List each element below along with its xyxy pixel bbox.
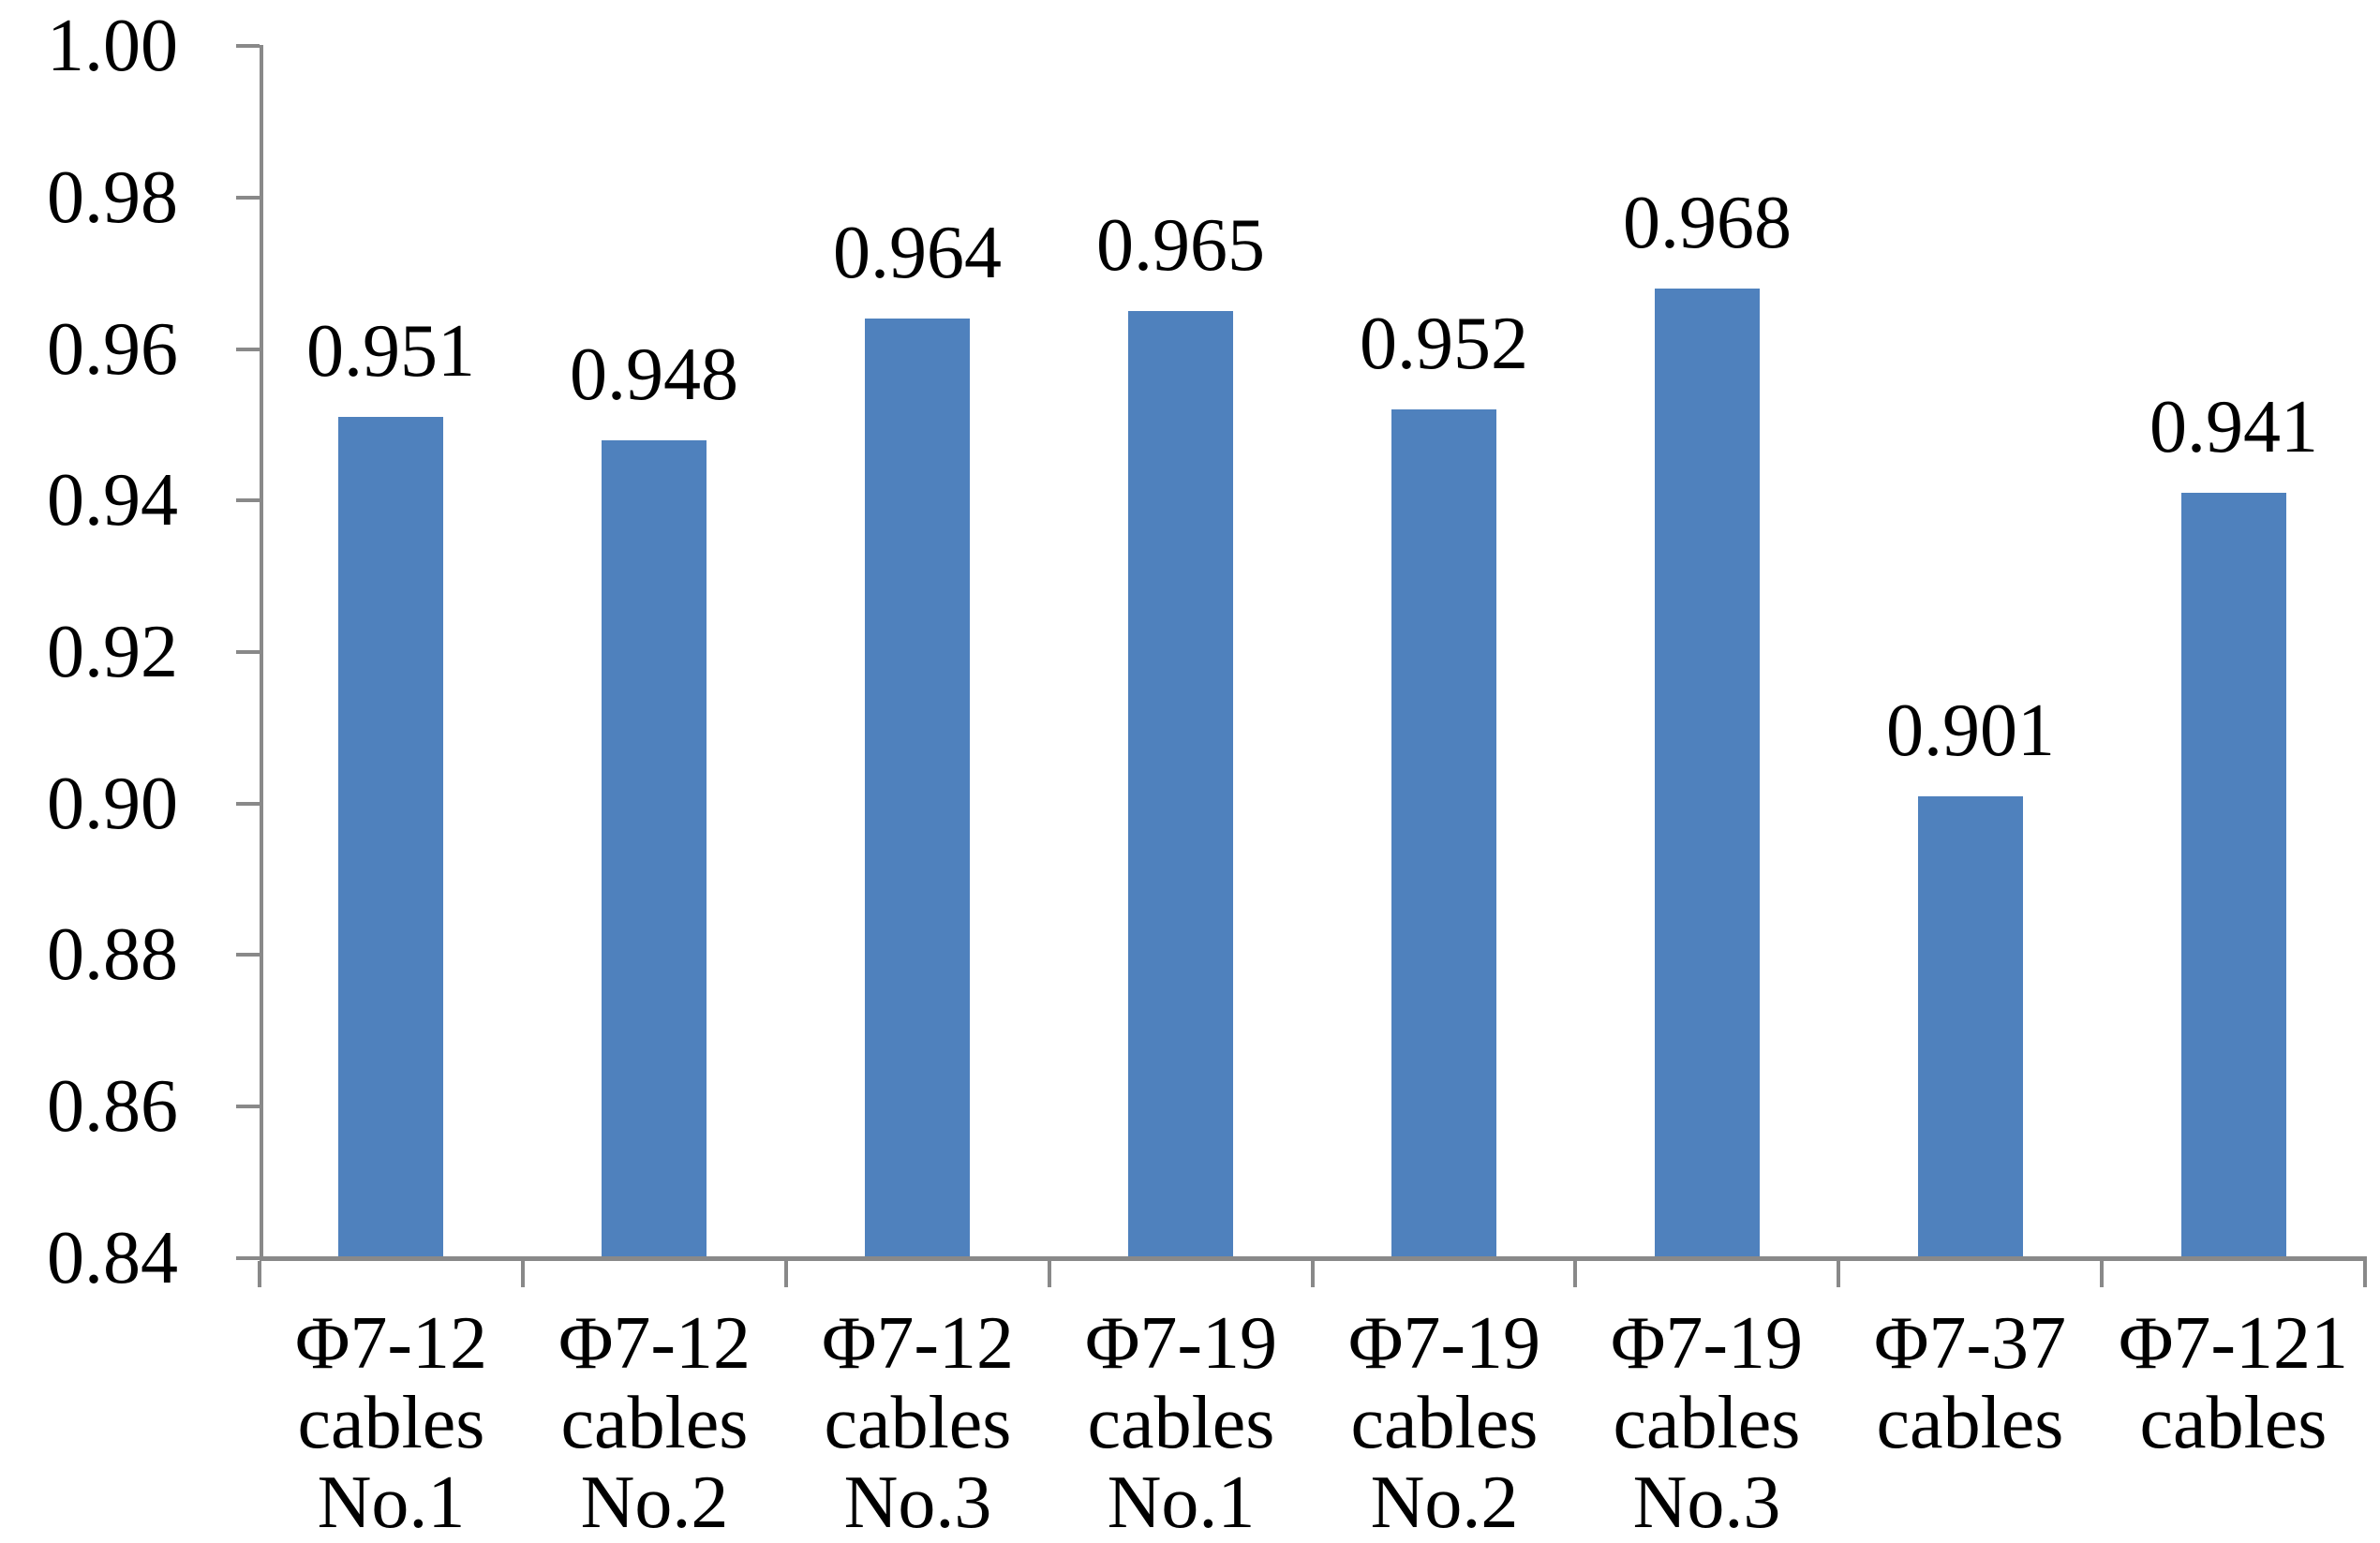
- x-axis-category-label-line: cables: [1613, 1382, 1801, 1464]
- x-axis-category-label: Φ7-19 cables No.1: [1040, 1304, 1322, 1543]
- x-axis-tick: [784, 1261, 788, 1287]
- y-axis-tick-label: 0.92: [47, 611, 178, 693]
- bar: [602, 440, 707, 1260]
- y-axis-tick-label: 0.94: [47, 459, 178, 542]
- x-axis-category-label-line: Φ7-19: [1084, 1302, 1278, 1385]
- y-axis-tick: [236, 953, 260, 957]
- y-axis-tick-label: 0.90: [47, 763, 178, 845]
- y-axis-tick: [236, 1256, 260, 1260]
- bar: [1655, 289, 1760, 1260]
- x-axis-category-label-line: Φ7-12: [294, 1302, 488, 1385]
- x-axis-category-label-line: cables: [824, 1382, 1012, 1464]
- x-axis-category-label-line: Φ7-121: [2118, 1302, 2349, 1385]
- bar-value-label: 0.948: [570, 334, 738, 416]
- y-axis-tick-label: 0.96: [47, 308, 178, 391]
- x-axis-tick: [258, 1261, 261, 1287]
- y-axis-tick-label: 0.88: [47, 913, 178, 996]
- x-axis-category-label: Φ7-12 cables No.1: [250, 1304, 532, 1543]
- x-axis-category-label-line: cables: [1350, 1382, 1539, 1464]
- x-axis-category-label-line: No.1: [1107, 1461, 1256, 1543]
- y-axis-tick-label: 0.98: [47, 156, 178, 239]
- bar-value-label: 0.951: [306, 310, 475, 393]
- bar-value-label: 0.964: [833, 212, 1002, 294]
- y-axis-tick-label: 0.84: [47, 1217, 178, 1299]
- x-axis-category-label-line: cables: [1087, 1382, 1275, 1464]
- bar: [1391, 409, 1496, 1260]
- x-axis-category-label-line: cables: [1876, 1382, 2064, 1464]
- x-axis-category-label-line: Φ7-37: [1873, 1302, 2067, 1385]
- x-axis-category-label-line: Φ7-19: [1610, 1302, 1804, 1385]
- x-axis-category-label: Φ7-12 cables No.2: [513, 1304, 796, 1543]
- x-axis-category-label-line: No.1: [317, 1461, 466, 1543]
- x-axis-category-label: Φ7-121 cables: [2092, 1304, 2374, 1463]
- x-axis-category-label-line: cables: [2139, 1382, 2328, 1464]
- y-axis-tick: [236, 802, 260, 806]
- bar-value-label: 0.952: [1360, 303, 1528, 385]
- x-axis-category-label-line: No.3: [1632, 1461, 1781, 1543]
- bar-value-label: 0.965: [1096, 204, 1265, 287]
- y-axis-tick-label: 0.86: [47, 1065, 178, 1148]
- y-axis-tick: [236, 348, 260, 351]
- x-axis-category-label: Φ7-12 cables No.3: [777, 1304, 1059, 1543]
- x-axis-tick: [521, 1261, 525, 1287]
- bar: [338, 417, 443, 1260]
- bar-value-label: 0.941: [2149, 386, 2318, 468]
- y-axis-tick: [236, 1105, 260, 1108]
- x-axis-category-label-line: No.2: [580, 1461, 729, 1543]
- y-axis-tick: [236, 196, 260, 200]
- x-axis-tick: [1573, 1261, 1577, 1287]
- x-axis-tick: [2363, 1261, 2367, 1287]
- x-axis-category-label-line: Φ7-12: [558, 1302, 751, 1385]
- bar: [2181, 493, 2286, 1260]
- x-axis-tick: [1311, 1261, 1315, 1287]
- x-axis-category-label-line: Φ7-19: [1347, 1302, 1541, 1385]
- bar-value-label: 0.968: [1623, 182, 1792, 264]
- x-axis-category-label: Φ7-37 cables: [1829, 1304, 2111, 1463]
- x-axis-category-label-line: cables: [560, 1382, 749, 1464]
- x-axis-category-label: Φ7-19 cables No.3: [1566, 1304, 1848, 1543]
- y-axis-line: [260, 45, 263, 1261]
- x-axis-tick: [1837, 1261, 1840, 1287]
- bar: [1918, 796, 2023, 1260]
- bar-value-label: 0.901: [1886, 690, 2055, 772]
- x-axis-tick: [1048, 1261, 1051, 1287]
- bar: [1128, 311, 1233, 1260]
- x-axis-tick: [2100, 1261, 2104, 1287]
- x-axis-category-label-line: No.2: [1370, 1461, 1519, 1543]
- x-axis-category-label: Φ7-19 cables No.2: [1303, 1304, 1585, 1543]
- x-axis-category-label-line: Φ7-12: [821, 1302, 1015, 1385]
- y-axis-tick: [236, 498, 260, 502]
- bar: [865, 319, 970, 1260]
- y-axis-tick: [236, 44, 260, 48]
- x-axis-category-label-line: No.3: [843, 1461, 992, 1543]
- y-axis-tick-label: 1.00: [47, 5, 178, 87]
- y-axis-tick: [236, 650, 260, 654]
- x-axis-category-label-line: cables: [297, 1382, 485, 1464]
- x-axis-line: [260, 1256, 2367, 1261]
